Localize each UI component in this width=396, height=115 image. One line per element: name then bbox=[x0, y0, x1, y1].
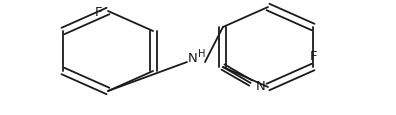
Text: N: N bbox=[256, 79, 265, 92]
Text: F: F bbox=[95, 5, 102, 18]
Text: F: F bbox=[309, 50, 317, 62]
Text: H: H bbox=[198, 49, 206, 59]
Text: N: N bbox=[188, 52, 198, 65]
